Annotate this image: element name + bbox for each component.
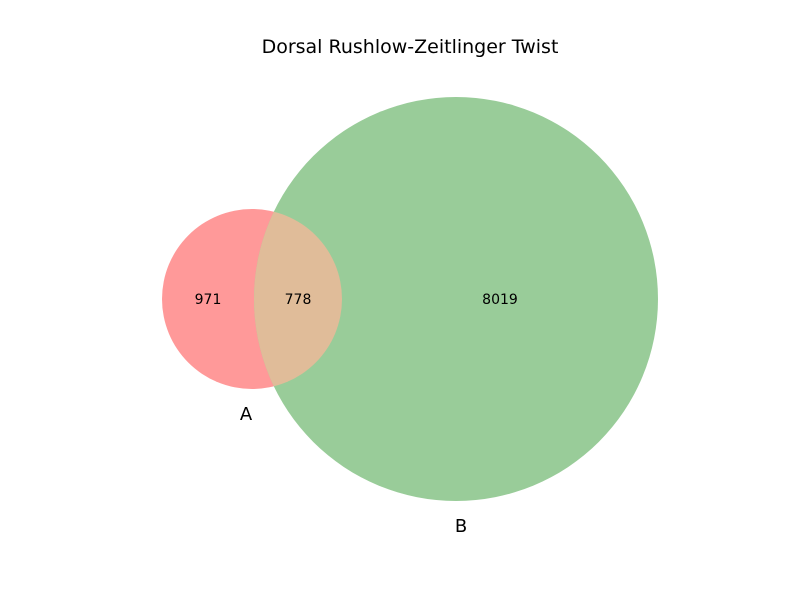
set-a-label: A (240, 404, 253, 425)
set-b-label: B (455, 516, 467, 537)
intersection-count: 778 (285, 292, 312, 308)
chart-title: Dorsal Rushlow-Zeitlinger Twist (262, 36, 559, 58)
set-a-only-count: 971 (195, 292, 222, 308)
set-b-circle (254, 97, 658, 501)
set-b-only-count: 8019 (482, 292, 518, 308)
